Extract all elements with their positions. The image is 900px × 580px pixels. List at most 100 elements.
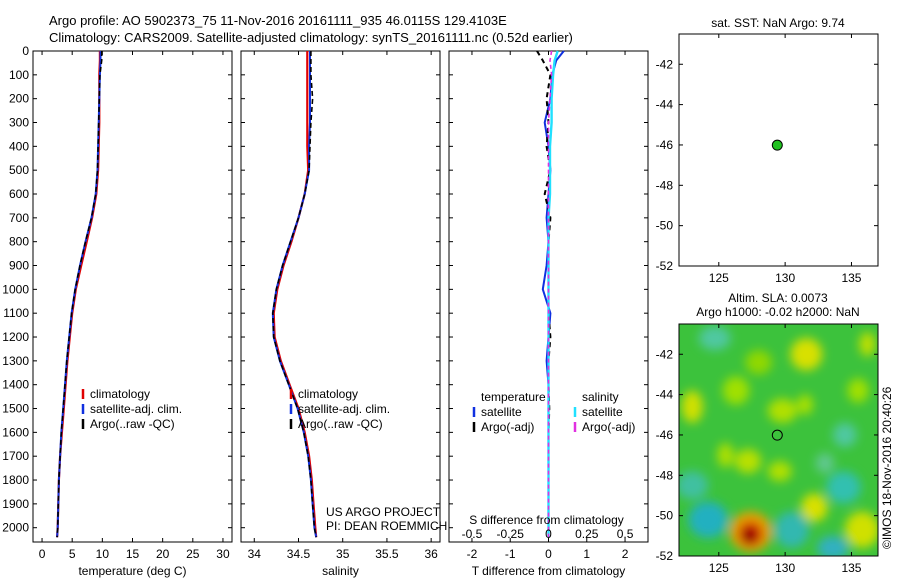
x-tick-label: 135 [841, 271, 861, 285]
y-tick-label: -44 [656, 98, 674, 112]
x-tick-label: 0 [39, 547, 46, 561]
y-tick-label: 1200 [2, 330, 29, 344]
x-tick-label: 5 [69, 547, 76, 561]
profile-panel-salinity: 34 34.5 35 35.5 36salinityclimatologysatelli… [241, 51, 447, 578]
legend-head-temperature: temperature [481, 390, 546, 404]
legend-label: satellite [481, 405, 522, 419]
profile-panel-difference: -2 -1 0 1 2T difference from climatology-0.5… [449, 51, 648, 578]
heatmap-cell [833, 423, 857, 447]
y-tick-label: -46 [656, 428, 674, 442]
legend-label: climatology [298, 387, 358, 401]
s-tick-label: 0.25 [575, 527, 599, 541]
x-tick-label: 34 [248, 547, 262, 561]
legend-label: satellite-adj. clim. [298, 402, 390, 416]
y-tick-label: -44 [656, 388, 674, 402]
y-tick-label: 1300 [2, 354, 29, 368]
figure-canvas: 0 5 10 15 20 25 300100200300400500600700800900… [0, 0, 900, 580]
y-tick-label: 700 [9, 211, 29, 225]
y-tick-label: -50 [656, 509, 674, 523]
panel-frame [33, 51, 232, 542]
x-tick-label: 125 [709, 561, 729, 575]
x-tick-label: 25 [186, 547, 200, 561]
y-tick-label: 2000 [2, 521, 29, 535]
map-title-line2: Argo h1000: -0.02 h2000: NaN [696, 305, 859, 319]
float-location-marker [772, 140, 782, 150]
s-axis-label: S difference from climatology [469, 513, 624, 527]
x-tick-label: 30 [216, 547, 230, 561]
y-tick-label: 200 [9, 92, 29, 106]
legend-label: Argo(..raw -QC) [90, 417, 175, 431]
heatmap-cell [688, 502, 728, 538]
map-panel-sst_map: 125 130 135 -42 -44 -46 -48 -50 -52 sat. SST: NaN… [656, 16, 878, 285]
y-tick-label: -50 [656, 219, 674, 233]
legend-label: satellite-adj. clim. [90, 402, 182, 416]
heatmap-cell [717, 443, 733, 467]
heatmap-cell [775, 512, 809, 548]
x-tick-label: 10 [96, 547, 110, 561]
heatmap-cell [797, 395, 813, 415]
y-tick-label: 1400 [2, 378, 29, 392]
y-tick-label: -42 [656, 57, 674, 71]
heatmap-cell [723, 376, 750, 404]
heatmap-cell [826, 471, 860, 503]
y-tick-label: 1700 [2, 449, 29, 463]
y-tick-label: 600 [9, 187, 29, 201]
x-tick-label: 20 [156, 547, 170, 561]
y-tick-label: 300 [9, 116, 29, 130]
s-tick-label: 0.5 [617, 527, 634, 541]
x-tick-label: 2 [622, 547, 629, 561]
x-tick-label: 35 [336, 547, 350, 561]
y-tick-label: -52 [656, 549, 674, 563]
heatmap-cell [745, 350, 772, 374]
heatmap-cell [801, 493, 828, 521]
y-tick-label: -46 [656, 138, 674, 152]
legend-head-salinity: salinity [582, 390, 619, 404]
heatmap-cell [845, 512, 879, 548]
heatmap-cell [768, 461, 792, 481]
x-axis-label: temperature (deg C) [78, 564, 186, 578]
y-tick-label: 1500 [2, 402, 29, 416]
y-tick-label: 1800 [2, 473, 29, 487]
heatmap-cell [790, 338, 822, 370]
legend-label: Argo(-adj) [582, 420, 635, 434]
heatmap-cell [699, 326, 731, 350]
y-tick-label: 100 [9, 68, 29, 82]
x-tick-label: 36 [424, 547, 438, 561]
map-panel-sla_map: 125 130 135 -42 -44 -46 -48 -50 -52 Altim. SLA: 0… [656, 291, 894, 575]
x-tick-label: -1 [505, 547, 516, 561]
x-tick-label: -2 [467, 547, 478, 561]
legend-label: Argo(..raw -QC) [298, 417, 383, 431]
heatmap-field [676, 324, 879, 560]
s-tick-label: -0.25 [497, 527, 525, 541]
y-tick-label: 400 [9, 139, 29, 153]
x-tick-label: 15 [126, 547, 140, 561]
y-tick-label: 1100 [3, 306, 29, 320]
y-tick-label: -42 [656, 347, 674, 361]
heatmap-cell [682, 391, 703, 423]
x-axis-label: T difference from climatology [472, 564, 626, 578]
x-tick-label: 130 [775, 271, 795, 285]
heatmap-cell [847, 378, 868, 402]
map-title: sat. SST: NaN Argo: 9.74 [711, 16, 845, 30]
x-tick-label: 125 [709, 271, 729, 285]
x-axis-label: salinity [322, 564, 359, 578]
heatmap-cell [735, 449, 762, 473]
y-tick-label: 1000 [2, 282, 29, 296]
y-tick-label: 800 [9, 235, 29, 249]
y-tick-label: 900 [9, 259, 29, 273]
s-tick-label: 0 [545, 527, 552, 541]
x-tick-label: 0 [545, 547, 552, 561]
profile-panel-temperature: 0 5 10 15 20 25 300100200300400500600700800900… [2, 44, 232, 578]
heatmap-cell [743, 529, 756, 543]
heatmap-cell [816, 453, 835, 473]
x-tick-label: 135 [841, 561, 861, 575]
annotation-project: US ARGO PROJECT [326, 505, 441, 519]
y-tick-label: 0 [22, 44, 29, 58]
legend-label: climatology [90, 387, 150, 401]
imos-credit: ©IMOS 18-Nov-2016 20:40:26 [880, 386, 894, 549]
map-title-line1: Altim. SLA: 0.0073 [728, 291, 828, 305]
legend-label: satellite [582, 405, 623, 419]
y-tick-label: 1900 [2, 497, 29, 511]
heatmap-cell [768, 399, 797, 423]
y-tick-label: -48 [656, 178, 674, 192]
